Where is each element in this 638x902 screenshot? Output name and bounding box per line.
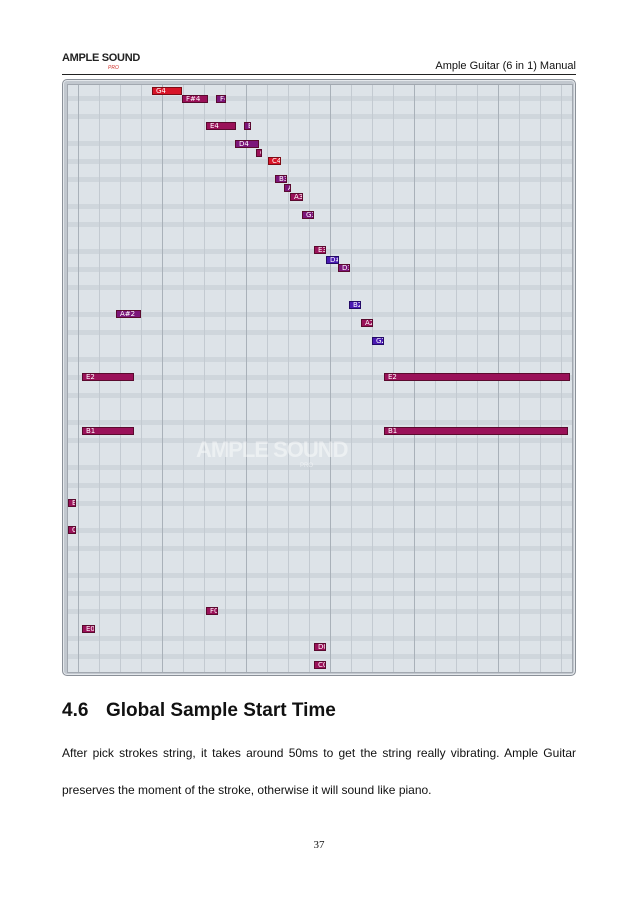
key-lane: [68, 204, 572, 209]
key-lane: [68, 654, 572, 659]
logo-sub: PRO: [108, 65, 119, 71]
note: E2: [82, 373, 134, 381]
watermark-sub: PRO: [300, 463, 314, 469]
grid-line: [330, 85, 331, 672]
grid-line: [183, 85, 184, 672]
note: D0: [314, 643, 326, 651]
key-lane: [68, 177, 572, 182]
key-lane: [68, 609, 572, 614]
grid-line: [162, 85, 163, 672]
note: B3: [275, 175, 287, 183]
note: A#2: [116, 310, 141, 318]
note: E: [244, 122, 251, 130]
key-lane: [68, 501, 572, 506]
grid-line: [267, 85, 268, 672]
key-lane: [68, 357, 572, 362]
note: D3: [338, 264, 350, 272]
key-lane: [68, 330, 572, 335]
note: E0: [82, 625, 95, 633]
note: B1: [82, 427, 134, 435]
section-number: 4.6: [62, 700, 89, 721]
note: B2: [349, 301, 361, 309]
key-lane: [68, 636, 572, 641]
note: E3: [314, 246, 326, 254]
key-lane: [68, 483, 572, 488]
grid-line: [204, 85, 205, 672]
key-lane: [68, 528, 572, 533]
note: D4: [235, 140, 259, 148]
body-paragraph-line-2: preserves the moment of the stroke, othe…: [62, 783, 432, 797]
note: A3: [290, 193, 303, 201]
key-lane: [68, 375, 572, 380]
note: C4: [268, 157, 281, 165]
note: E2: [384, 373, 570, 381]
key-lane: [68, 222, 572, 227]
key-lane: [68, 285, 572, 290]
note: B1: [384, 427, 568, 435]
note: G4: [152, 87, 182, 95]
grid-line: [246, 85, 247, 672]
key-lane: [68, 546, 572, 551]
note: A2: [361, 319, 373, 327]
key-lane: [68, 159, 572, 164]
page-number: 37: [313, 839, 325, 851]
key-lane: [68, 96, 572, 101]
header-rule: [62, 74, 576, 75]
note: C: [256, 149, 262, 157]
key-lane: [68, 420, 572, 425]
grid-line: [141, 85, 142, 672]
section-heading: 4.6 Global Sample Start Time: [62, 700, 336, 722]
key-lane: [68, 267, 572, 272]
key-lane: [68, 393, 572, 398]
logo-wordmark: AMPLE SOUND: [62, 52, 140, 64]
key-lane: [68, 591, 572, 596]
grid-line: [309, 85, 310, 672]
note: G3: [302, 211, 314, 219]
note: E: [68, 499, 76, 507]
piano-roll-figure: AMPLE SOUND PRO G4 F#4 F4 E4 E D4 C C4 B…: [62, 79, 576, 676]
watermark-logo: AMPLE SOUND: [196, 437, 349, 462]
note: F0: [206, 607, 218, 615]
body-paragraph-line-1: After pick strokes string, it takes arou…: [62, 746, 576, 760]
key-lane: [68, 141, 572, 146]
key-lane: [68, 573, 572, 578]
key-lane: [68, 312, 572, 317]
section-title: Global Sample Start Time: [106, 700, 336, 721]
running-title: Ample Guitar (6 in 1) Manual: [435, 60, 576, 72]
grid-line: [225, 85, 226, 672]
grid-line: [78, 85, 79, 672]
key-lane: [68, 465, 572, 470]
grid-line: [351, 85, 352, 672]
grid-line: [372, 85, 373, 672]
note: D#: [326, 256, 339, 264]
ample-sound-logo: AMPLE SOUND PRO: [62, 50, 140, 72]
note: E4: [206, 122, 236, 130]
note: F#4: [182, 95, 208, 103]
note: A: [284, 184, 291, 192]
key-lane: [68, 438, 572, 443]
piano-roll-grid: AMPLE SOUND PRO G4 F#4 F4 E4 E D4 C C4 B…: [67, 84, 573, 673]
grid-line: [288, 85, 289, 672]
key-lane: [68, 114, 572, 119]
note: C: [68, 526, 76, 534]
note: G2: [372, 337, 384, 345]
note: F4: [216, 95, 226, 103]
note: C0: [314, 661, 326, 669]
